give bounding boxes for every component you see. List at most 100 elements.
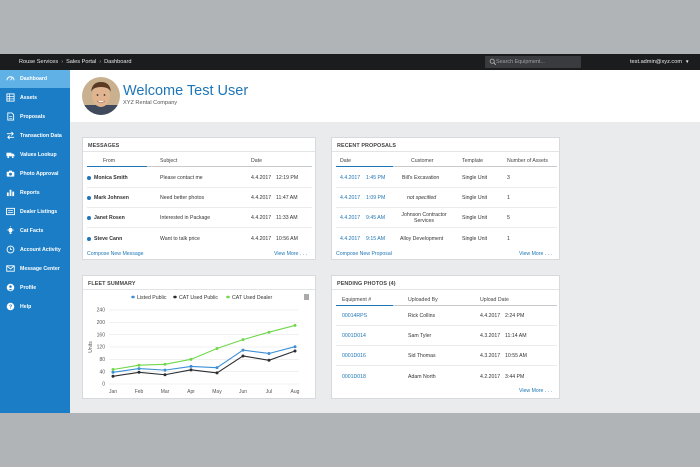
chart-menu-icon[interactable] (304, 296, 309, 298)
data-point[interactable] (137, 370, 141, 374)
proposal-date[interactable]: 4.4.2017 (340, 236, 361, 242)
data-point[interactable] (111, 368, 115, 372)
sidebar-item-help[interactable]: ? Help (0, 298, 70, 316)
sidebar-item-reports[interactable]: Reports (0, 184, 70, 202)
photo-equipment-link[interactable]: 0001D018 (342, 374, 366, 380)
chart-menu-icon[interactable] (304, 298, 309, 300)
unread-dot (87, 216, 91, 220)
svg-text:?: ? (9, 304, 12, 310)
data-point[interactable] (111, 370, 115, 374)
message-subject[interactable]: Interested in Package (160, 215, 211, 221)
column-header-subject[interactable]: Subject (160, 158, 178, 164)
photo-upload-time: 10:55 AM (505, 353, 527, 359)
proposal-time[interactable]: 1:45 PM (366, 175, 386, 181)
x-tick-label: May (212, 389, 222, 395)
column-header-template[interactable]: Template (462, 158, 484, 164)
sidebar-item-message-center[interactable]: Message Center (0, 260, 70, 278)
data-point[interactable] (189, 364, 193, 368)
message-subject[interactable]: Need better photos (160, 195, 205, 201)
sidebar-item-account-activity[interactable]: Account Activity (0, 241, 70, 259)
sidebar-item-values-lookup[interactable]: Values Lookup (0, 146, 70, 164)
sidebar-item-cat-facts[interactable]: Cat Facts (0, 222, 70, 240)
view-more-photos-link[interactable]: View More . . . (519, 388, 553, 394)
photo-upload-time: 3:44 PM (505, 374, 525, 380)
compose-proposal-link[interactable]: Compose New Proposal (336, 251, 392, 257)
column-header-date[interactable]: Date (340, 158, 351, 164)
data-point[interactable] (163, 373, 167, 377)
column-header-date[interactable]: Date (251, 158, 262, 164)
column-header-uploaded-by[interactable]: Uploaded By (408, 297, 438, 303)
proposal-date[interactable]: 4.4.2017 (340, 175, 361, 181)
data-point[interactable] (137, 367, 141, 371)
sidebar-item-transaction-data[interactable]: Transaction Data (0, 127, 70, 145)
search-input[interactable]: Search Equipment... (485, 56, 581, 68)
sidebar-item-profile[interactable]: Profile (0, 279, 70, 297)
grid-icon (6, 93, 15, 102)
camera-icon (6, 170, 15, 177)
data-point[interactable] (163, 362, 167, 366)
user-menu[interactable]: test.admin@xyz.com (630, 59, 682, 65)
data-point[interactable] (189, 357, 193, 361)
breadcrumb-portal[interactable]: Sales Portal (66, 59, 97, 65)
proposal-template: Single Unit (462, 175, 488, 181)
proposal-template: Single Unit (462, 236, 488, 242)
data-point[interactable] (267, 358, 271, 362)
legend-item[interactable]: Listed Public (137, 295, 167, 301)
data-point[interactable] (111, 374, 115, 378)
data-point[interactable] (267, 330, 271, 334)
sidebar-item-proposals[interactable]: Proposals (0, 108, 70, 126)
data-point[interactable] (215, 347, 219, 351)
column-header-from[interactable]: From (103, 158, 116, 164)
photo-equipment-link[interactable]: 00014RPS (342, 313, 368, 319)
proposal-time[interactable]: 9:45 AM (366, 215, 386, 221)
search-icon (489, 58, 497, 66)
proposal-customer: Johnson Contractor Services (401, 212, 447, 224)
chevron-down-icon[interactable]: ▼ (685, 59, 690, 64)
view-more-messages-link[interactable]: View More . . . (274, 251, 308, 257)
data-point[interactable] (137, 363, 141, 367)
message-from[interactable]: Monica Smith (94, 175, 128, 181)
message-subject[interactable]: Want to talk price (160, 236, 200, 242)
message-from[interactable]: Mark Johnsen (94, 195, 129, 201)
data-point[interactable] (163, 368, 167, 372)
data-point[interactable] (293, 323, 297, 327)
data-point[interactable] (241, 338, 245, 342)
proposal-time[interactable]: 1:09 PM (366, 195, 386, 201)
data-point[interactable] (241, 348, 245, 352)
proposal-customer: Alloy Development (400, 236, 444, 242)
column-header-upload-date[interactable]: Upload Date (480, 297, 509, 303)
unread-dot (87, 237, 91, 241)
photo-equipment-link[interactable]: 0001D016 (342, 353, 366, 359)
proposal-date[interactable]: 4.4.2017 (340, 215, 361, 221)
column-header-customer[interactable]: Customer (411, 158, 434, 164)
sidebar-item-photo-approval[interactable]: Photo Approval (0, 165, 70, 183)
chart-menu-icon[interactable] (304, 294, 309, 296)
message-date: 4.4.2017 (251, 236, 272, 242)
divider (332, 289, 559, 290)
proposal-time[interactable]: 9:15 AM (366, 236, 386, 242)
column-header-equipment[interactable]: Equipment # (342, 297, 372, 303)
data-point[interactable] (241, 354, 245, 358)
message-subject[interactable]: Please contact me (160, 175, 203, 181)
data-point[interactable] (215, 371, 219, 375)
sidebar-item-assets[interactable]: Assets (0, 89, 70, 107)
legend-item[interactable]: CAT Used Dealer (232, 295, 272, 301)
sidebar-item-dealer-listings[interactable]: Dealer Listings (0, 203, 70, 221)
column-header-number-of-assets[interactable]: Number of Assets (507, 158, 548, 164)
data-point[interactable] (293, 345, 297, 349)
data-point[interactable] (267, 351, 271, 355)
data-point[interactable] (293, 349, 297, 353)
message-from[interactable]: Steve Cann (94, 236, 123, 242)
breadcrumb-root[interactable]: Rouse Services (19, 59, 59, 65)
divider (332, 151, 559, 152)
data-point[interactable] (215, 366, 219, 370)
data-point[interactable] (189, 368, 193, 372)
message-from[interactable]: Janet Rosen (94, 215, 125, 221)
compose-message-link[interactable]: Compose New Message (87, 251, 144, 257)
photo-equipment-link[interactable]: 0001D014 (342, 333, 366, 339)
message-time: 10:56 AM (276, 236, 298, 242)
view-more-proposals-link[interactable]: View More . . . (519, 251, 553, 257)
proposal-date[interactable]: 4.4.2017 (340, 195, 361, 201)
sidebar-item-dashboard[interactable]: Dashboard (0, 70, 70, 88)
legend-item[interactable]: CAT Used Public (179, 295, 218, 301)
